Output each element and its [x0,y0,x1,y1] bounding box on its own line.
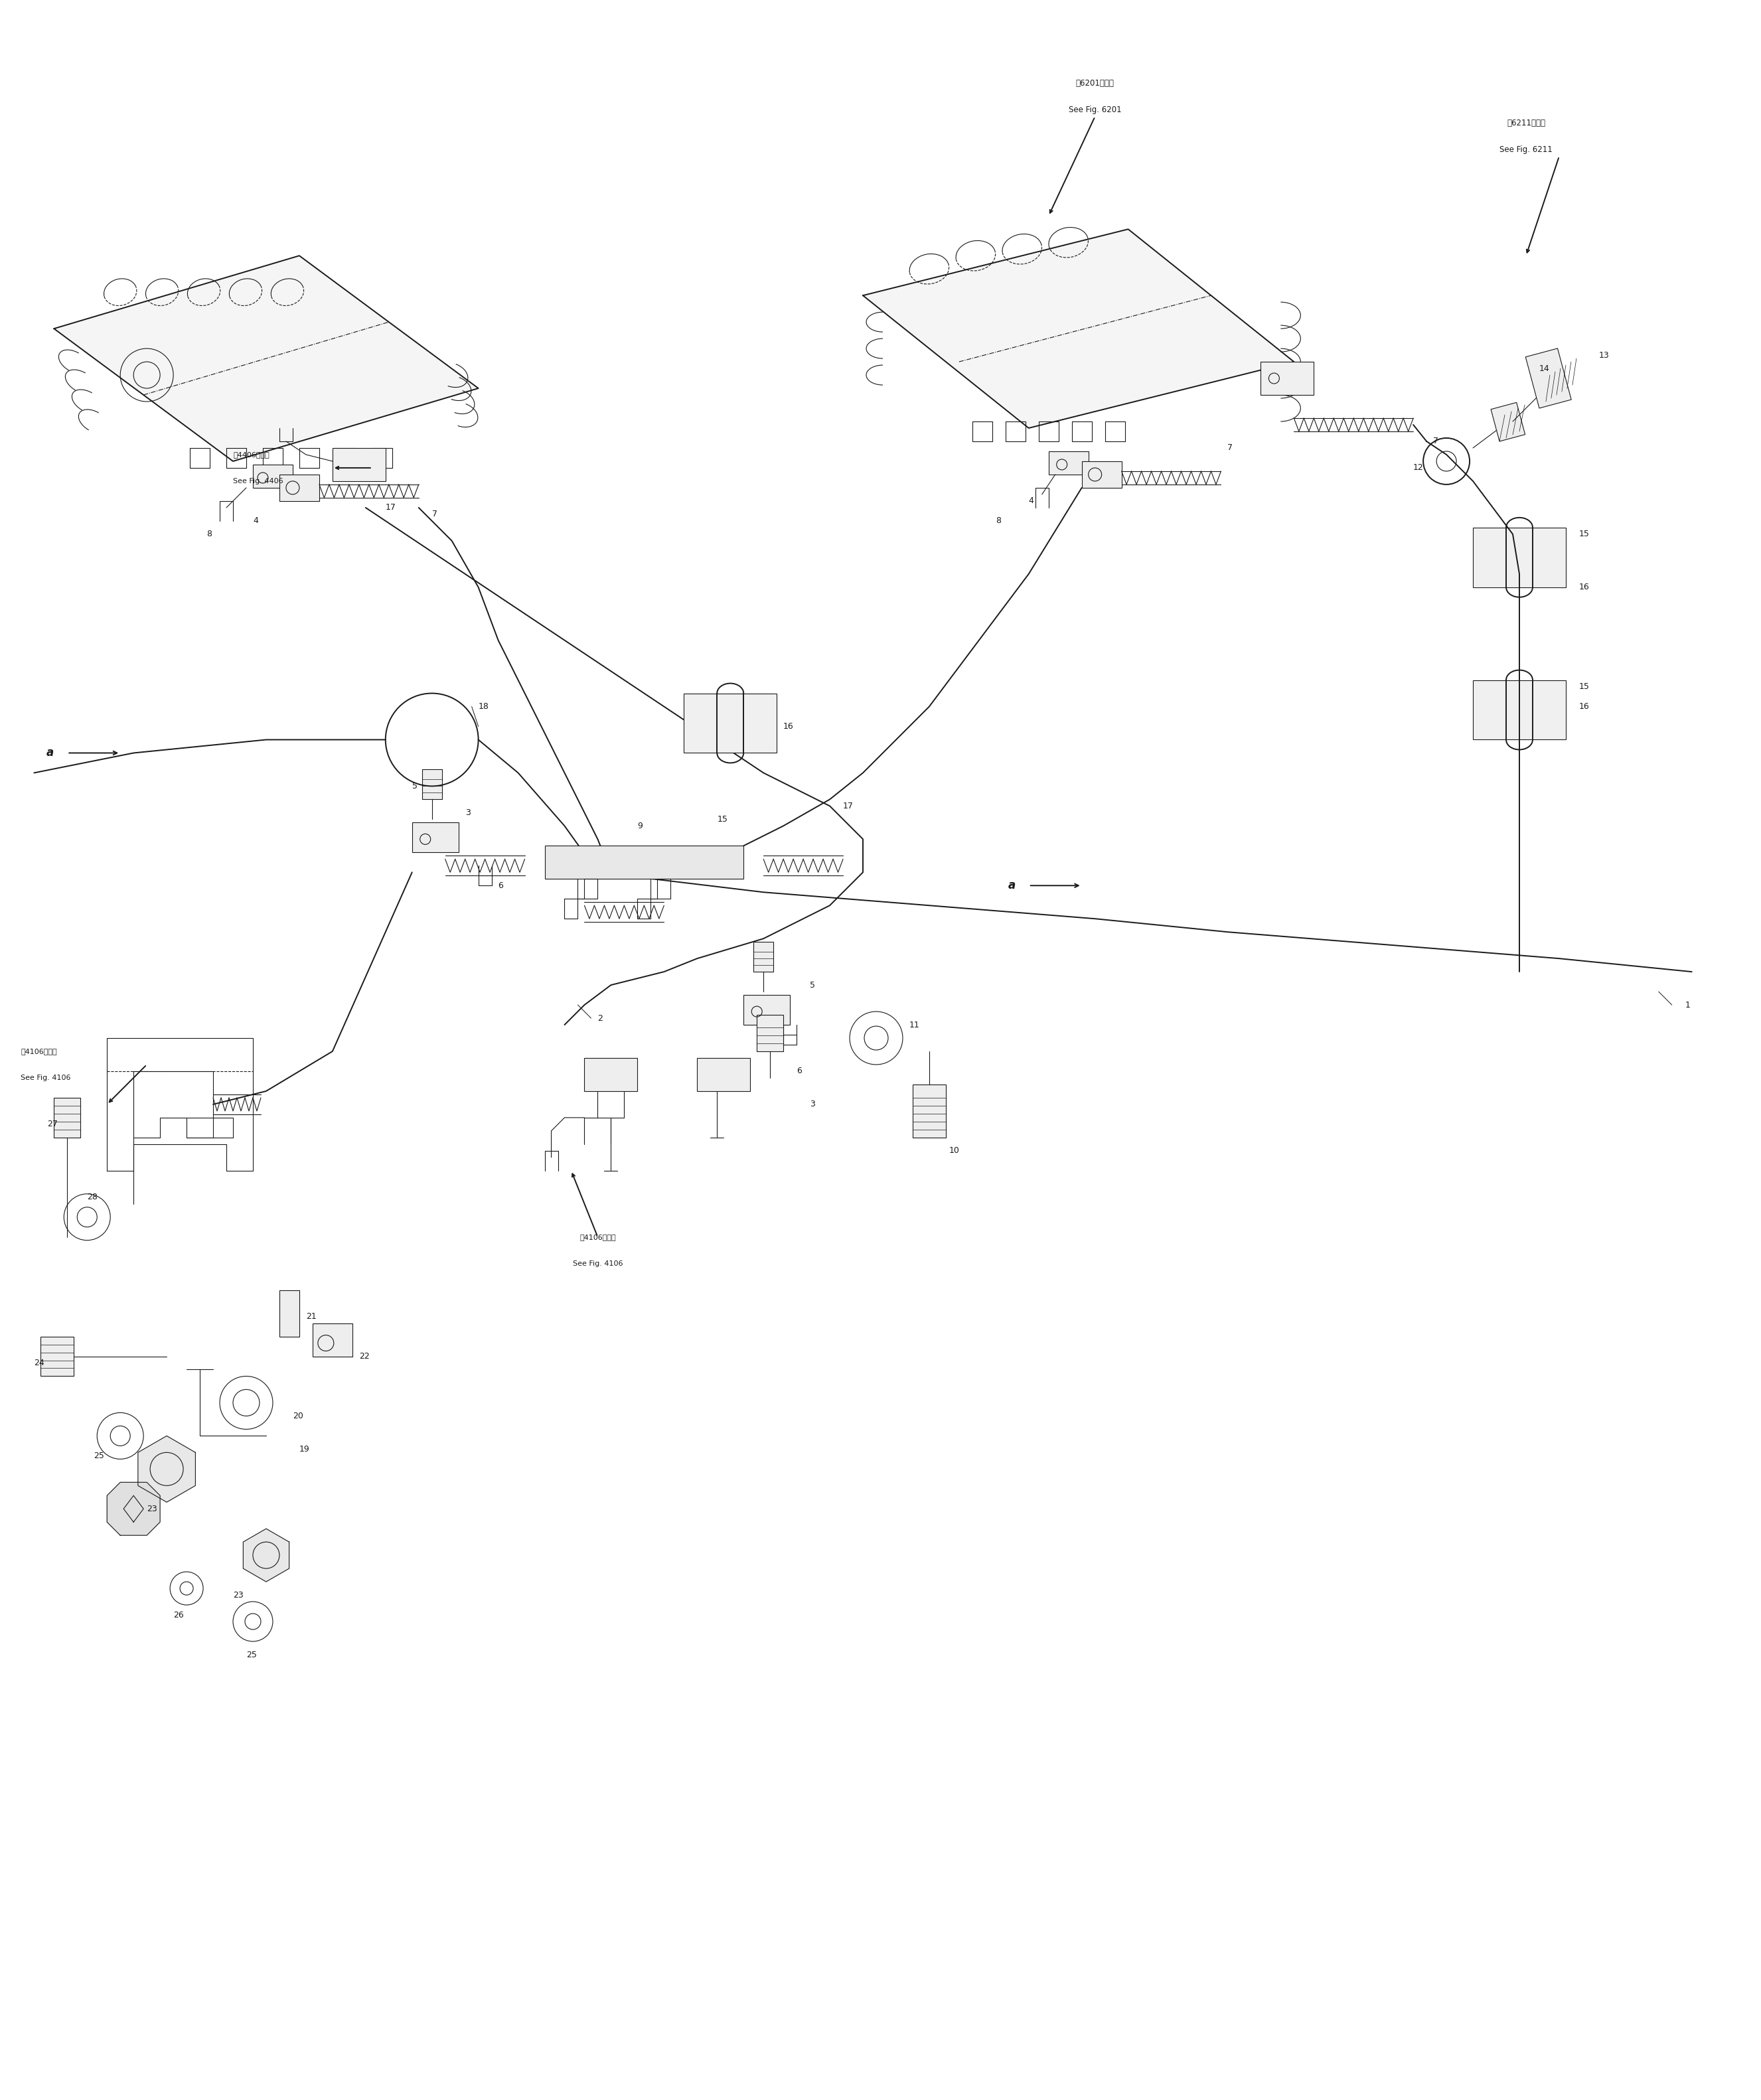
Text: 12: 12 [1414,464,1423,473]
Text: 7: 7 [1227,443,1233,452]
Bar [544,846,743,880]
Text: See Fig. 6201: See Fig. 6201 [1069,105,1122,113]
Text: See Fig. 6211: See Fig. 6211 [1500,145,1553,153]
Text: See Fig. 4106: See Fig. 4106 [572,1260,623,1266]
Text: 21: 21 [306,1312,317,1321]
Bar [683,693,777,754]
Bar [697,1058,750,1092]
Text: 24: 24 [33,1359,44,1367]
Bar [280,475,319,502]
Bar [41,1336,74,1376]
Bar [1081,462,1122,487]
Bar [912,1084,946,1138]
Text: 16: 16 [784,722,794,731]
Text: 11: 11 [909,1021,919,1029]
Text: 15: 15 [717,815,727,823]
Bar [1472,680,1566,739]
Bar [1525,349,1571,407]
Text: 第4106図参照: 第4106図参照 [579,1233,616,1241]
Text: 25: 25 [247,1651,257,1659]
Text: 15: 15 [1580,529,1590,538]
Text: 3: 3 [465,809,470,817]
Text: 第4106図参照: 第4106図参照 [21,1048,56,1054]
Bar [743,995,791,1025]
Text: 2: 2 [597,1014,602,1023]
Text: 第6211図参照: 第6211図参照 [1507,120,1544,128]
Text: 28: 28 [86,1193,97,1201]
Bar [1472,527,1566,588]
Text: 4: 4 [1028,498,1034,506]
Bar [55,1098,81,1138]
Bar [254,464,292,487]
Text: 10: 10 [949,1147,960,1155]
Text: 15: 15 [1580,682,1590,691]
Bar [312,1323,352,1357]
Polygon shape [243,1529,289,1581]
Text: 6: 6 [498,882,504,890]
Text: 18: 18 [479,701,490,712]
Text: 16: 16 [1580,701,1590,712]
Bar [585,1058,637,1092]
Text: 8: 8 [206,529,211,538]
Bar [412,823,458,853]
Text: 13: 13 [1599,351,1610,359]
Bar [333,447,386,481]
Text: 17: 17 [844,802,854,811]
Text: a: a [1007,880,1016,892]
Text: 26: 26 [173,1611,183,1619]
Text: 20: 20 [292,1411,303,1420]
Polygon shape [137,1436,195,1502]
Text: 3: 3 [810,1100,815,1109]
Text: 22: 22 [359,1352,370,1361]
Polygon shape [107,1483,160,1535]
Bar [423,769,442,800]
Polygon shape [863,229,1294,428]
Text: 17: 17 [386,504,396,512]
Text: 23: 23 [232,1590,243,1600]
Text: See Fig. 4106: See Fig. 4106 [21,1075,70,1082]
Bar [280,1289,299,1336]
Text: 7: 7 [1433,437,1439,445]
Text: 5: 5 [810,981,815,989]
Text: 5: 5 [412,781,417,790]
Bar [754,943,773,972]
Bar [1492,403,1525,441]
Text: 23: 23 [146,1504,157,1514]
Text: 7: 7 [431,510,437,519]
Text: 1: 1 [1685,1000,1691,1010]
Polygon shape [55,256,479,462]
Text: 第6201図参照: 第6201図参照 [1076,80,1115,88]
Text: 27: 27 [48,1119,58,1128]
Bar [1048,452,1088,475]
Text: 6: 6 [796,1067,801,1075]
Bar [757,1014,784,1052]
Text: 4: 4 [254,517,259,525]
Text: See Fig. 4406: See Fig. 4406 [232,479,284,485]
Bar [1261,361,1314,395]
Text: 19: 19 [299,1445,310,1453]
Text: 第4406図参照: 第4406図参照 [232,452,269,458]
Text: 16: 16 [1580,584,1590,592]
Text: 25: 25 [93,1451,104,1459]
Text: a: a [46,748,55,758]
Text: 14: 14 [1539,363,1550,372]
Text: 9: 9 [637,821,643,830]
Text: 8: 8 [995,517,1000,525]
